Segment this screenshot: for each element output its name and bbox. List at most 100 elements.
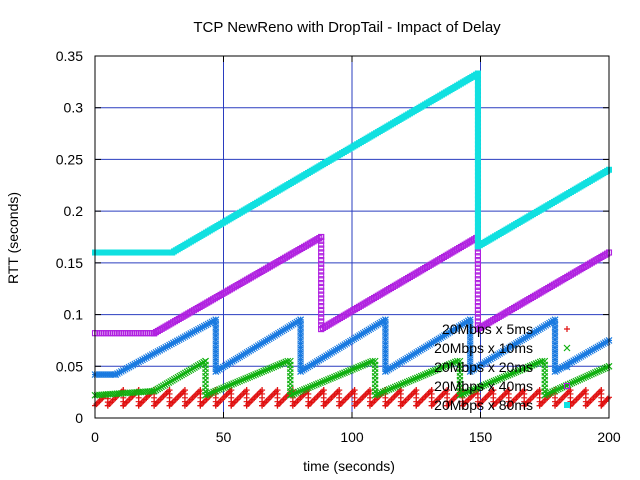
data-point xyxy=(318,249,325,256)
data-point xyxy=(572,377,580,385)
data-point xyxy=(588,346,596,354)
data-point xyxy=(474,74,481,81)
data-point xyxy=(335,371,342,379)
data-point xyxy=(474,227,481,234)
data-point xyxy=(382,340,389,347)
data-point xyxy=(212,320,220,328)
data-point xyxy=(320,377,328,385)
data-point xyxy=(551,320,559,328)
data-point xyxy=(382,344,389,351)
data-point xyxy=(341,369,348,377)
data-point xyxy=(304,384,312,392)
data-point xyxy=(187,330,195,337)
series-2 xyxy=(91,357,613,399)
data-point xyxy=(524,363,532,371)
data-point xyxy=(474,180,481,187)
y-tick-label: 0.1 xyxy=(64,307,84,323)
data-point xyxy=(484,380,492,388)
data-point xyxy=(154,347,162,355)
data-point xyxy=(603,338,611,345)
data-point xyxy=(264,366,272,373)
data-point xyxy=(490,402,497,409)
data-point xyxy=(541,391,549,399)
data-point xyxy=(474,200,481,207)
x-tick-label: 150 xyxy=(469,429,493,445)
data-point xyxy=(474,109,481,116)
data-point xyxy=(212,364,220,371)
data-point xyxy=(534,359,542,367)
data-point xyxy=(382,332,389,340)
data-point xyxy=(366,402,373,409)
data-point xyxy=(197,402,204,409)
data-point xyxy=(139,356,146,364)
data-point xyxy=(112,371,119,378)
data-point xyxy=(162,343,170,351)
data-point xyxy=(494,376,502,383)
data-point xyxy=(351,365,358,373)
data-point xyxy=(403,378,411,386)
data-point xyxy=(466,328,474,336)
data-point xyxy=(474,196,481,203)
data-point xyxy=(514,367,522,375)
data-point xyxy=(226,381,234,389)
data-point xyxy=(183,332,191,339)
data-point xyxy=(268,364,276,372)
data-point xyxy=(318,318,325,325)
data-point xyxy=(425,369,433,377)
data-point xyxy=(297,320,304,328)
y-tick-label: 0.25 xyxy=(56,151,83,167)
data-point xyxy=(474,145,481,152)
data-point xyxy=(318,299,325,306)
data-point xyxy=(329,374,336,382)
data-point xyxy=(492,376,500,384)
y-axis-label: RTT (seconds) xyxy=(5,192,21,284)
data-point xyxy=(212,332,220,340)
data-point xyxy=(564,360,572,368)
data-point xyxy=(435,365,443,373)
data-point xyxy=(284,357,292,365)
data-point xyxy=(141,355,148,363)
data-point xyxy=(474,82,481,89)
data-point xyxy=(600,340,607,348)
data-point xyxy=(429,367,437,375)
plot-area-border xyxy=(94,55,610,419)
data-point xyxy=(156,346,164,354)
data-point xyxy=(498,374,506,382)
data-point xyxy=(397,402,404,409)
data-point xyxy=(127,362,135,370)
data-point xyxy=(359,361,366,369)
data-point xyxy=(570,357,578,365)
data-point xyxy=(318,241,325,248)
data-point xyxy=(171,338,179,346)
data-point xyxy=(212,340,220,347)
data-point xyxy=(363,360,370,368)
data-point xyxy=(333,372,340,380)
data-point xyxy=(587,347,594,355)
data-point xyxy=(474,256,481,264)
data-point xyxy=(577,353,585,360)
data-point xyxy=(345,367,352,375)
data-point xyxy=(175,336,183,344)
data-point xyxy=(351,402,358,409)
data-point xyxy=(353,364,360,372)
data-point xyxy=(181,402,188,409)
data-point xyxy=(474,125,481,132)
data-point xyxy=(387,385,395,393)
data-point xyxy=(464,388,472,396)
data-point xyxy=(117,368,125,375)
data-point xyxy=(116,369,123,376)
data-point xyxy=(443,361,451,369)
data-point xyxy=(292,389,300,397)
data-point xyxy=(318,256,325,264)
data-point xyxy=(164,342,171,350)
data-point xyxy=(242,375,250,383)
legend-label: 20Mbps x 10ms xyxy=(434,340,533,356)
legend-label: 20Mbps x 40ms xyxy=(434,378,533,394)
data-point xyxy=(551,332,559,340)
data-point xyxy=(318,287,325,294)
data-point xyxy=(407,376,415,384)
data-point xyxy=(551,344,559,351)
data-point xyxy=(444,402,451,409)
data-point xyxy=(532,360,540,368)
data-point xyxy=(474,268,481,275)
